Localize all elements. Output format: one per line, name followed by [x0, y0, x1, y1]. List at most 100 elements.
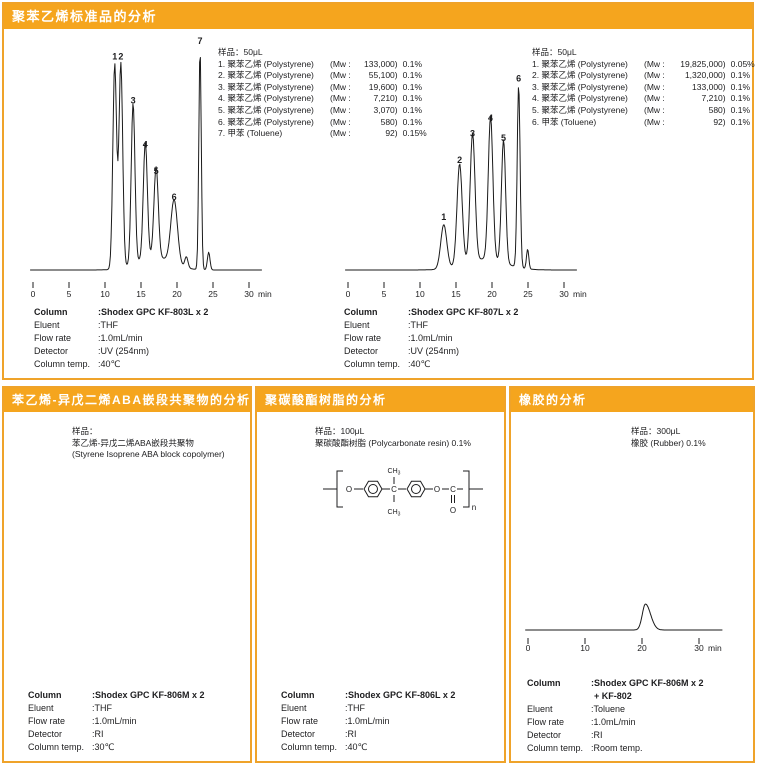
structure-atom-label: C	[391, 485, 397, 494]
sample-number-name: 6. 甲苯 (Toluene)	[532, 116, 597, 127]
panel-body: 样品： 苯乙烯-异戊二烯ABA嵌段共聚物 (Styrene Isoprene ABA…	[4, 412, 490, 761]
sample-volume: 样品：50μL	[532, 47, 577, 57]
column-conditions-rubber: Column: Shodex GPC KF-806M x 2 + KF-802 E…	[527, 677, 704, 755]
condition-label: Column	[34, 307, 68, 317]
structure-atom-label: C	[450, 485, 456, 494]
condition-colon: :	[98, 333, 101, 343]
condition-value: 1.0mL/min	[410, 333, 453, 343]
peak-label: 4	[488, 113, 493, 123]
sample-mw-value: 7,210	[701, 93, 723, 104]
structure-atom-label: O	[434, 485, 440, 494]
condition-value: THF	[410, 320, 429, 330]
sample-row: 3. 聚苯乙烯 (Polystyrene) (Mw :133,000) 0.1%	[532, 82, 755, 94]
condition-label: Flow rate	[28, 716, 66, 726]
sample-mw-value: 1,320,000	[684, 70, 723, 81]
sample-row: 2. 聚苯乙烯 (Polystyrene) (Mw :55,100) 0.1%	[218, 70, 427, 82]
condition-value: Shodex GPC KF-806M x 2	[95, 690, 205, 700]
condition-colon: :	[92, 742, 95, 752]
condition-row: Column: Shodex GPC KF-803L x 2	[34, 306, 208, 319]
x-axis-tick-label: 5	[382, 289, 387, 299]
condition-label: Detector	[527, 730, 562, 740]
condition-value: UV (254nm)	[410, 346, 460, 356]
benzene-ring-inner-circle	[368, 484, 378, 494]
peak-label: 5	[154, 166, 159, 176]
x-axis-tick-label: 20	[487, 289, 497, 299]
sample-number-name: 4. 聚苯乙烯 (Polystyrene)	[532, 93, 628, 104]
condition-value: Shodex GPC KF-806M x 2 + KF-802	[594, 678, 704, 701]
panel-polycarbonate-resin: 聚碳酸酯树脂的分析 样品：100μL 聚碳酸酯树脂 (Polycarbonate …	[255, 386, 746, 763]
condition-label: Column	[344, 307, 378, 317]
column-conditions-kf807l: Column: Shodex GPC KF-807L x 2 Eluent: TH…	[344, 306, 518, 371]
panel-body: 样品：300μL 橡胶 (Rubber) 0.1% 0 10 20 30 min Colu…	[511, 412, 753, 761]
panel-rubber: 橡胶的分析 样品：300μL 橡胶 (Rubber) 0.1% 0 10 20 30 mi…	[509, 386, 755, 763]
condition-row: Flow rate: 1.0mL/min	[527, 716, 704, 729]
condition-colon: :	[408, 333, 411, 343]
sample-mw-value: 19,825,000	[680, 58, 723, 69]
sample-description-aba: 样品： 苯乙烯-异戊二烯ABA嵌段共聚物 (Styrene Isoprene ABA…	[72, 426, 225, 461]
sample-description-line: 苯乙烯-异戊二烯ABA嵌段共聚物	[72, 437, 194, 448]
condition-value: 30℃	[94, 742, 115, 752]
condition-colon: :	[591, 730, 594, 740]
sample-concentration: 0.05%	[730, 58, 755, 69]
x-axis-tick-label: 25	[208, 289, 218, 299]
condition-colon: :	[98, 320, 101, 330]
sample-mw-value: 580	[708, 104, 723, 115]
panel-body: 样品：100μL 聚碳酸酯树脂 (Polycarbonate resin) 0.1…	[257, 412, 746, 761]
condition-label: Flow rate	[34, 333, 72, 343]
condition-label: Column temp.	[344, 359, 401, 369]
sample-mw-value: 19,600	[368, 81, 395, 92]
condition-value: RI	[347, 729, 357, 739]
sample-concentration: 0.1%	[730, 70, 750, 81]
condition-row: Column: Shodex GPC KF-807L x 2	[344, 306, 518, 319]
condition-colon: :	[408, 307, 411, 317]
sample-description-line: 样品：	[72, 426, 98, 436]
benzene-ring-inner-circle	[411, 484, 421, 494]
condition-row: Column: Shodex GPC KF-806L x 2	[281, 689, 455, 702]
condition-label: Eluent	[34, 320, 60, 330]
x-axis-tick-label: 30	[244, 289, 254, 299]
condition-label: Detector	[28, 729, 63, 739]
chromatogram-aba: 152025min	[259, 472, 490, 666]
sample-number-name: 1. 聚苯乙烯 (Polystyrene)	[218, 58, 314, 69]
condition-value: 40℃	[100, 359, 121, 369]
peak-label: 4	[143, 139, 148, 149]
condition-value: THF	[94, 703, 113, 713]
peak-label: 7	[198, 36, 203, 46]
sample-concentration: 0.1%	[402, 81, 422, 92]
panel-title-polystyrene-standards: 聚苯乙烯标准品的分析	[4, 4, 752, 29]
x-axis-tick-label: 5	[67, 289, 72, 299]
condition-label: Eluent	[28, 703, 54, 713]
sample-row: 2. 聚苯乙烯 (Polystyrene) (Mw :1,320,000) 0.1%	[532, 70, 755, 82]
condition-label: Detector	[34, 346, 69, 356]
sample-mw: (Mw :19,600)	[330, 81, 398, 92]
sample-row: 4. 聚苯乙烯 (Polystyrene) (Mw :7,210) 0.1%	[532, 93, 755, 105]
sample-mw: (Mw :133,000)	[330, 58, 398, 69]
sample-concentration: 0.1%	[730, 116, 750, 127]
condition-label: Column	[28, 690, 62, 700]
condition-value: 40℃	[410, 359, 431, 369]
sample-mw: (Mw :580)	[330, 116, 398, 127]
condition-row: Detector: UV (254nm)	[344, 345, 518, 358]
sample-concentration: 0.1%	[402, 116, 422, 127]
panel-title-aba-block-copolymer: 苯乙烯-异戊二烯ABA嵌段共聚物的分析	[4, 388, 250, 412]
panel-title-rubber: 橡胶的分析	[511, 388, 753, 412]
sample-mw-value: 133,000	[364, 58, 395, 69]
sample-description-polycarbonate: 样品：100μL 聚碳酸酯树脂 (Polycarbonate resin) 0.1…	[315, 426, 471, 449]
condition-row: Flow rate: 1.0mL/min	[281, 715, 455, 728]
sample-number-name: 4. 聚苯乙烯 (Polystyrene)	[218, 93, 314, 104]
condition-value: Shodex GPC KF-806L x 2	[348, 690, 456, 700]
sample-mw-value: 3,070	[373, 104, 395, 115]
condition-colon: :	[345, 690, 348, 700]
sample-concentration: 0.1%	[402, 58, 422, 69]
sample-concentration: 0.1%	[730, 93, 750, 104]
x-axis-tick-label: 0	[31, 289, 36, 299]
sample-concentration: 0.1%	[730, 104, 750, 115]
sample-concentration: 0.15%	[402, 128, 427, 139]
x-axis-tick-label: 10	[415, 289, 425, 299]
condition-value: RI	[94, 729, 104, 739]
condition-colon: :	[591, 743, 594, 753]
sample-mw: (Mw :3,070)	[330, 104, 398, 115]
condition-label: Column	[527, 678, 561, 688]
column-conditions-aba: Column: Shodex GPC KF-806M x 2 Eluent: TH…	[28, 689, 205, 754]
